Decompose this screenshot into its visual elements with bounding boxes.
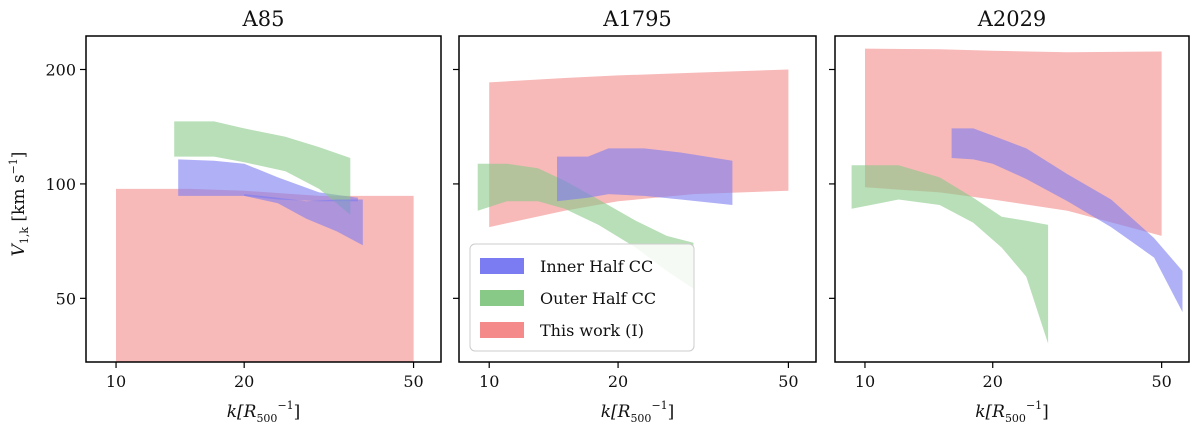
x-tick-label: 10: [106, 372, 126, 391]
legend-label-thiswork: This work (I): [540, 321, 644, 340]
x-tick-label: 50: [778, 372, 798, 391]
y-axis-label: V1,k [km s−1]: [7, 152, 31, 257]
panel-a1795: A1795 10 20 50 k[R500−1]: [453, 7, 817, 425]
panel-bands: [116, 121, 414, 362]
panel-bands: [851, 48, 1183, 344]
x-tick-label: 20: [983, 372, 1003, 391]
band-outer-half-cc: [477, 163, 694, 289]
svg-text:V1,k [km s−1]: V1,k [km s−1]: [7, 152, 31, 257]
band-this-work-i: [116, 188, 414, 362]
xlabel-close: ]: [294, 402, 301, 422]
band-outer-half-cc: [851, 165, 1049, 344]
band-this-work-i: [489, 69, 789, 228]
xlabel-sub: 500: [630, 412, 651, 425]
panel-frame: [834, 35, 1190, 363]
xlabel-main: k[R: [601, 402, 631, 422]
xlabel-sup: −1: [651, 399, 667, 412]
xlabel-sup: −1: [277, 399, 293, 412]
y-tick-label: 50: [56, 289, 76, 308]
band-inner-half-cc: [557, 148, 733, 205]
xlabel-sub: 500: [256, 412, 277, 425]
legend-swatch-outer: [480, 290, 524, 306]
x-axis-label: k[R500−1]: [975, 399, 1049, 425]
panel-a85: A85 10 20 50 50 100 200 k[R500−1]: [45, 7, 442, 425]
xlabel-main: k[R: [975, 402, 1005, 422]
xlabel-sub: 500: [1005, 412, 1026, 425]
band-outer-half-cc: [174, 121, 351, 215]
legend-label-outer: Outer Half CC: [540, 289, 656, 308]
legend-label-inner: Inner Half CC: [540, 257, 653, 276]
xlabel-close: ]: [668, 402, 675, 422]
legend-swatch-inner: [480, 258, 524, 274]
panel-frame: [85, 35, 442, 363]
xlabel-close: ]: [1042, 402, 1049, 422]
xlabel-main: k[R: [227, 402, 257, 422]
panel-title: A85: [242, 7, 285, 31]
ylabel-close: ]: [9, 152, 29, 159]
x-tick-label: 50: [1151, 372, 1171, 391]
legend-frame: [469, 243, 695, 352]
band-inner-half-cc: [951, 128, 1183, 313]
x-tick-label: 50: [403, 372, 423, 391]
panel-bands: [477, 69, 789, 289]
legend-swatch-thiswork: [480, 322, 524, 338]
panel-title: A2029: [977, 7, 1047, 31]
x-tick-label: 10: [479, 372, 499, 391]
legend: Inner Half CC Outer Half CC This work (I…: [469, 243, 695, 352]
ylabel-sub: 1,k: [18, 227, 31, 244]
panel-frame: [458, 35, 817, 363]
x-tick-label: 20: [234, 372, 254, 391]
panel-title: A1795: [602, 7, 672, 31]
x-axis-label: k[R500−1]: [227, 399, 301, 425]
x-tick-label: 10: [855, 372, 875, 391]
y-tick-label: 100: [45, 175, 76, 194]
band-inner-half-cc-lower-band: [244, 194, 363, 246]
ylabel-unit: [km s: [9, 174, 29, 221]
panel-a2029: A2029 10 20 50 k[R500−1]: [829, 7, 1190, 425]
band-inner-half-cc: [178, 159, 358, 202]
x-axis-label: k[R500−1]: [601, 399, 675, 425]
ylabel-main: V: [9, 242, 29, 256]
y-tick-label: 200: [45, 60, 76, 79]
xlabel-sup: −1: [1026, 399, 1042, 412]
x-tick-label: 20: [608, 372, 628, 391]
ylabel-sup: −1: [7, 158, 20, 174]
